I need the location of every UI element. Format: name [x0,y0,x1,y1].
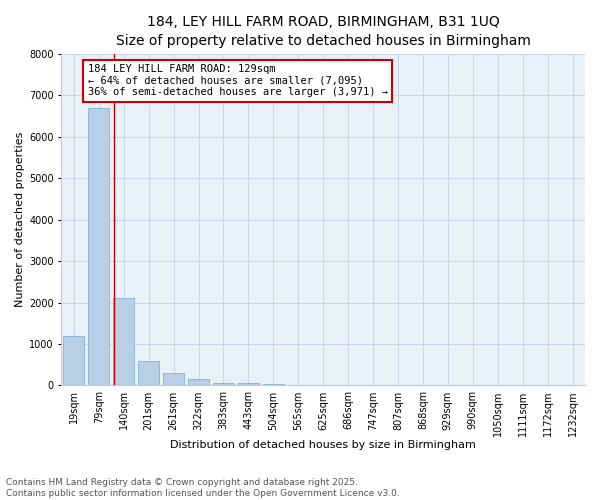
Y-axis label: Number of detached properties: Number of detached properties [15,132,25,308]
Bar [113,298,134,386]
Bar [163,373,184,386]
Bar [64,336,85,386]
Bar [188,380,209,386]
Bar [88,108,109,386]
Bar [213,384,234,386]
Text: 184 LEY HILL FARM ROAD: 129sqm
← 64% of detached houses are smaller (7,095)
36% : 184 LEY HILL FARM ROAD: 129sqm ← 64% of … [88,64,388,98]
Bar [138,360,159,386]
Title: 184, LEY HILL FARM ROAD, BIRMINGHAM, B31 1UQ
Size of property relative to detach: 184, LEY HILL FARM ROAD, BIRMINGHAM, B31… [116,15,530,48]
X-axis label: Distribution of detached houses by size in Birmingham: Distribution of detached houses by size … [170,440,476,450]
Text: Contains HM Land Registry data © Crown copyright and database right 2025.
Contai: Contains HM Land Registry data © Crown c… [6,478,400,498]
Bar [238,384,259,386]
Bar [263,384,284,386]
